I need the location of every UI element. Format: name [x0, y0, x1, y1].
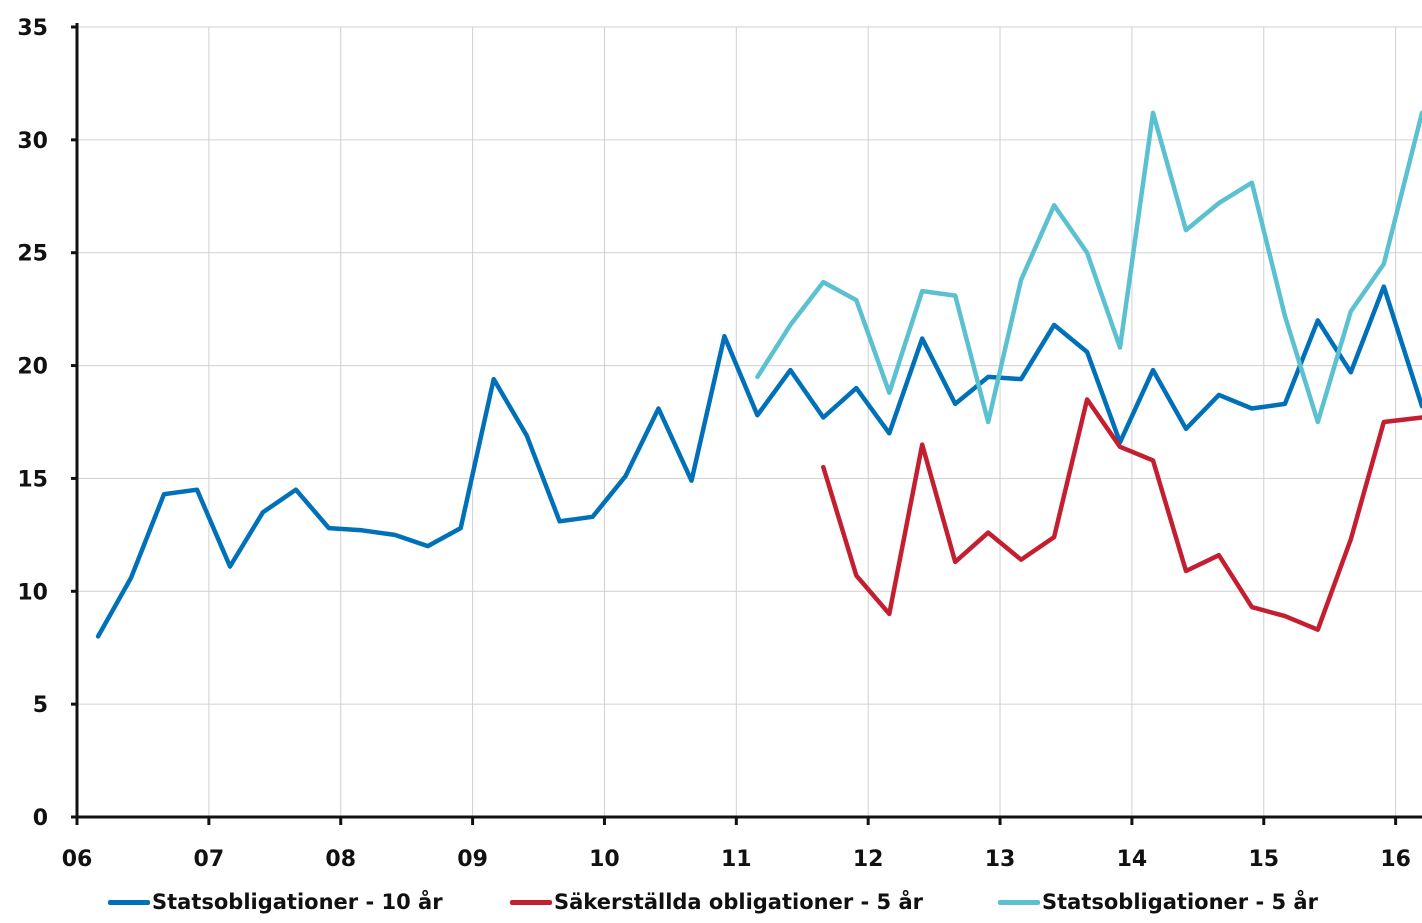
legend-item-series-1: Säkerställda obligationer - 5 år — [510, 890, 923, 914]
x-tick-label: 06 — [62, 847, 93, 872]
x-tick-label: 14 — [1117, 847, 1148, 872]
legend-label: Statsobligationer - 5 år — [1042, 890, 1318, 914]
x-tick-label: 07 — [194, 847, 225, 872]
series-line-1 — [821, 397, 1422, 632]
x-tick-label: 09 — [457, 847, 488, 872]
y-tick-label: 25 — [17, 242, 48, 267]
legend-label: Säkerställda obligationer - 5 år — [554, 890, 923, 914]
x-tick-label: 08 — [325, 847, 356, 872]
x-tick-label: 12 — [853, 847, 884, 872]
y-tick-label: 20 — [17, 355, 48, 380]
legend-swatch — [998, 899, 1040, 905]
legend-swatch — [108, 899, 150, 905]
y-tick-label: 35 — [17, 16, 48, 41]
y-tick-label: 0 — [33, 806, 48, 831]
series-lines — [95, 110, 1422, 639]
legend-label: Statsobligationer - 10 år — [152, 890, 443, 914]
y-tick-label: 15 — [17, 467, 48, 492]
x-tick-label: 13 — [985, 847, 1016, 872]
tick-labels: 0 5 10 15 20 25 30 35 06 07 08 09 10 11 12 13 14 15 16 — [17, 16, 1411, 872]
y-tick-label: 30 — [17, 129, 48, 154]
x-tick-label: 15 — [1248, 847, 1279, 872]
x-tick-label: 16 — [1380, 847, 1411, 872]
x-tick-label: 11 — [721, 847, 752, 872]
legend-swatch — [510, 899, 552, 905]
line-chart: 0 5 10 15 20 25 30 35 06 07 08 09 10 11 12 13 14 15 16 — [17, 16, 1422, 872]
legend: Statsobligationer - 10 år Säkerställda o… — [0, 880, 1422, 923]
legend-item-series-0: Statsobligationer - 10 år — [108, 890, 443, 914]
y-tick-label: 5 — [33, 693, 48, 718]
x-tick-label: 10 — [589, 847, 620, 872]
y-tick-label: 10 — [17, 580, 48, 605]
axes — [71, 23, 1422, 825]
grid-lines — [77, 26, 1422, 817]
legend-item-series-2: Statsobligationer - 5 år — [998, 890, 1318, 914]
series-line-0 — [95, 284, 1422, 639]
series-line-2 — [755, 110, 1422, 425]
